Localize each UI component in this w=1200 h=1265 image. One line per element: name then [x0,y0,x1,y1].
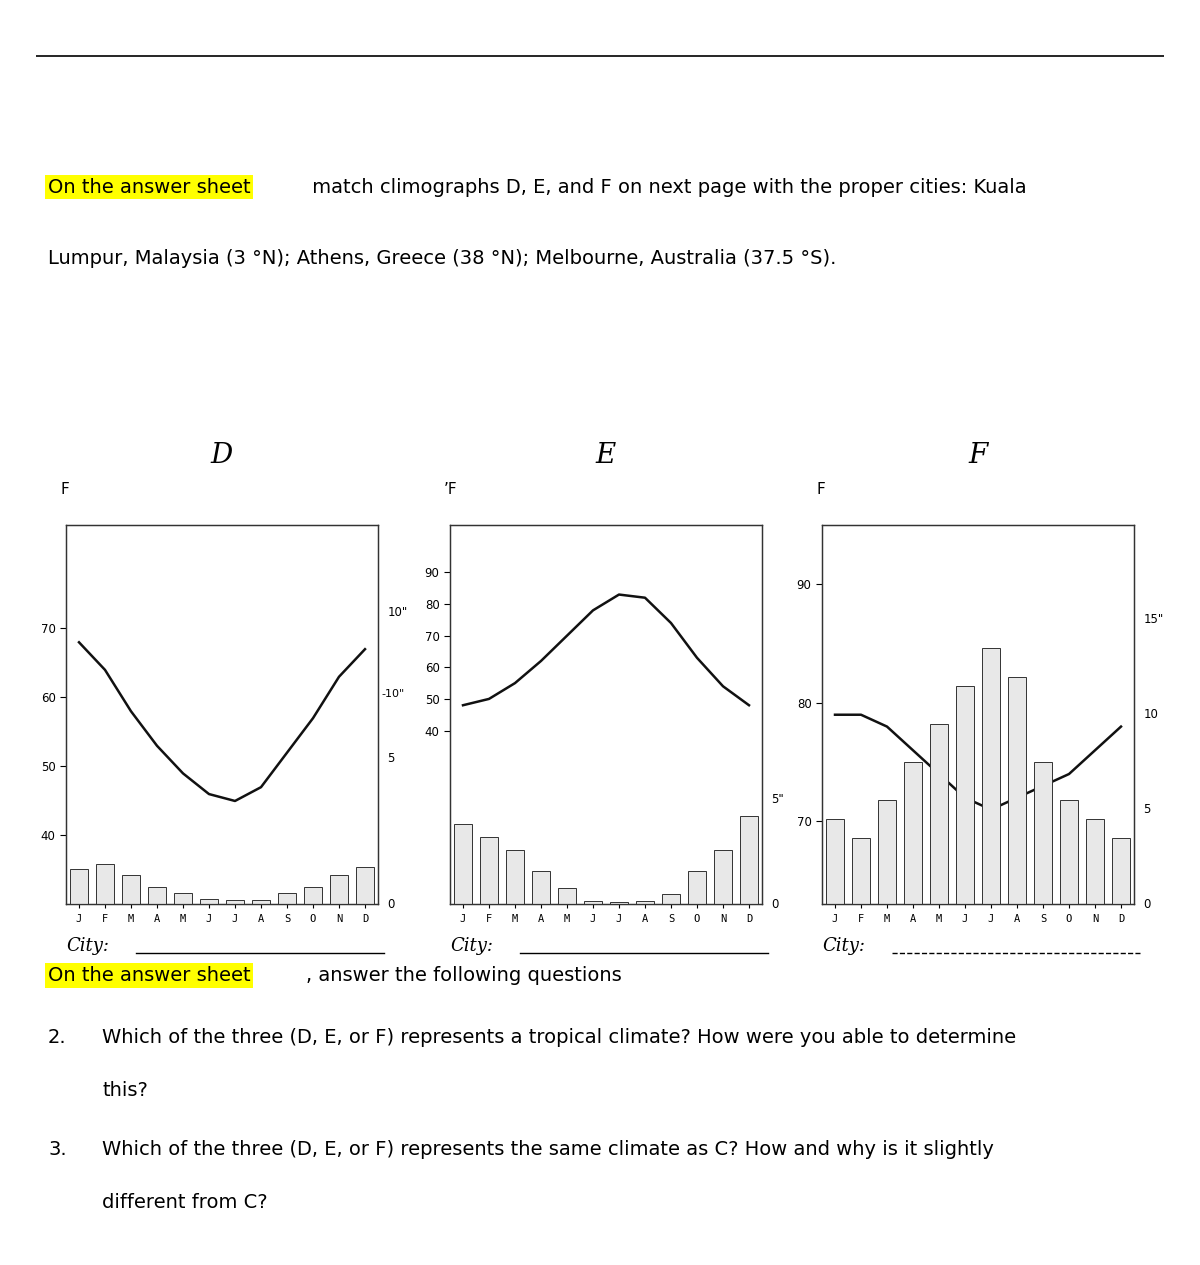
Bar [480,837,498,904]
Bar [148,887,167,904]
Text: 0: 0 [772,898,779,911]
Text: 15": 15" [1144,614,1164,626]
Bar [610,902,629,904]
Bar [1033,762,1052,904]
Text: F: F [816,482,824,497]
Text: F: F [60,482,68,497]
Text: 10": 10" [388,606,408,619]
Text: Lumpur, Malaysia (3 °N); Athens, Greece (38 °N); Melbourne, Australia (37.5 °S).: Lumpur, Malaysia (3 °N); Athens, Greece … [48,248,836,268]
Bar [252,901,270,904]
Text: E: E [596,441,616,469]
Bar [226,901,245,904]
Text: Which of the three (D, E, or F) represents a tropical climate? How were you able: Which of the three (D, E, or F) represen… [102,1028,1016,1047]
Text: this?: this? [102,1080,148,1099]
Bar [277,893,296,904]
Text: Which of the three (D, E, or F) represents the same climate as C? How and why is: Which of the three (D, E, or F) represen… [102,1140,994,1159]
Text: City:: City: [822,937,865,955]
Text: 10: 10 [1144,708,1158,721]
Bar [174,893,192,904]
Text: 5": 5" [772,793,784,806]
Text: ’F: ’F [444,482,457,497]
Text: 0: 0 [1144,898,1151,911]
Bar [330,875,348,904]
Text: F: F [968,441,988,469]
Bar [982,648,1001,904]
Bar [904,762,923,904]
Bar [304,887,323,904]
Bar [636,901,654,904]
Bar [930,724,948,904]
Text: different from C?: different from C? [102,1193,268,1212]
Bar [583,901,602,904]
Text: On the answer sheet: On the answer sheet [48,177,251,197]
Text: 5: 5 [388,751,395,765]
Bar [532,870,551,904]
Bar [199,898,218,904]
Bar [70,869,89,904]
Bar [121,875,140,904]
Bar [852,837,870,904]
Text: match climographs D, E, and F on next page with the proper cities: Kuala: match climographs D, E, and F on next pa… [306,177,1027,197]
Text: 3.: 3. [48,1140,67,1159]
Bar [955,686,974,904]
Bar [877,801,896,904]
Bar [558,888,576,904]
Bar [454,825,473,904]
Bar [1111,837,1130,904]
Bar [688,870,707,904]
Bar [1060,801,1079,904]
Text: City:: City: [450,937,493,955]
Bar [739,816,758,904]
Bar [96,864,114,904]
Text: City:: City: [66,937,109,955]
Text: 2.: 2. [48,1028,67,1047]
Bar [714,850,732,904]
Text: On the answer sheet: On the answer sheet [48,966,251,985]
Bar [826,820,845,904]
Text: -10": -10" [382,688,404,698]
Bar [355,867,374,904]
Text: 0: 0 [388,898,395,911]
Bar [1008,677,1026,904]
Bar [661,894,680,904]
Text: D: D [211,441,233,469]
Bar [1086,820,1104,904]
Text: 5: 5 [1144,803,1151,816]
Bar [505,850,524,904]
Text: , answer the following questions: , answer the following questions [306,966,622,985]
